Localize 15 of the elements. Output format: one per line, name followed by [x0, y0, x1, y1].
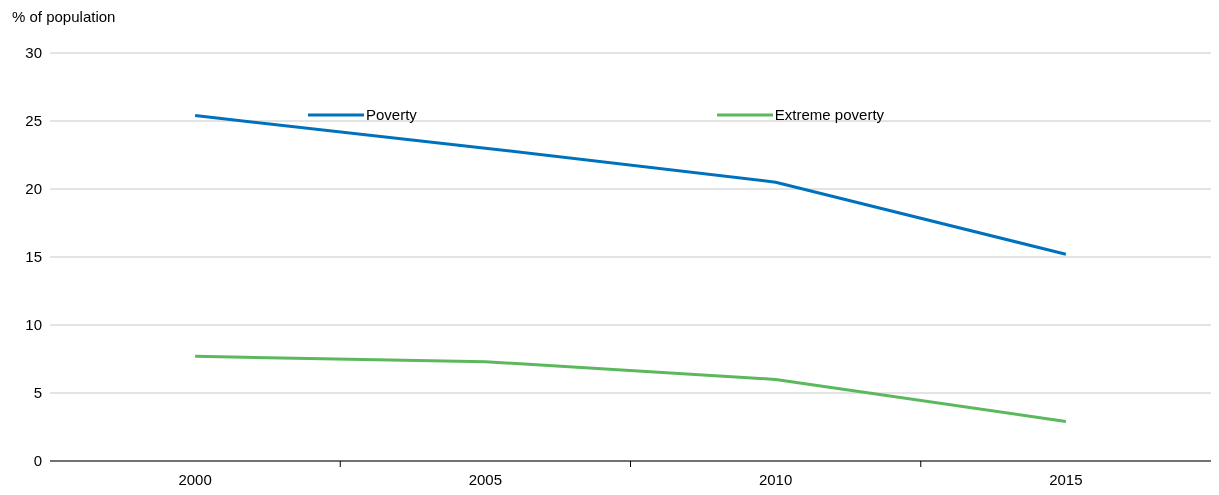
y-tick-label: 10	[25, 316, 42, 334]
y-tick-label: 20	[25, 180, 42, 198]
legend-label: Extreme poverty	[774, 106, 885, 123]
y-tick-label: 0	[33, 452, 42, 470]
legend-label: Poverty	[366, 106, 417, 123]
y-tick-label: 5	[33, 384, 42, 402]
x-tick-label: 2000	[178, 471, 212, 488]
x-tick-label: 2010	[758, 471, 793, 488]
y-axis-title: % of population	[12, 8, 117, 26]
y-tick-label: 30	[25, 44, 42, 62]
y-tick-label: 25	[25, 112, 42, 130]
y-tick-label: 15	[25, 248, 42, 266]
x-tick-label: 2005	[468, 471, 503, 488]
x-tick-label: 2015	[1049, 471, 1083, 488]
line-series	[193, 354, 1068, 424]
